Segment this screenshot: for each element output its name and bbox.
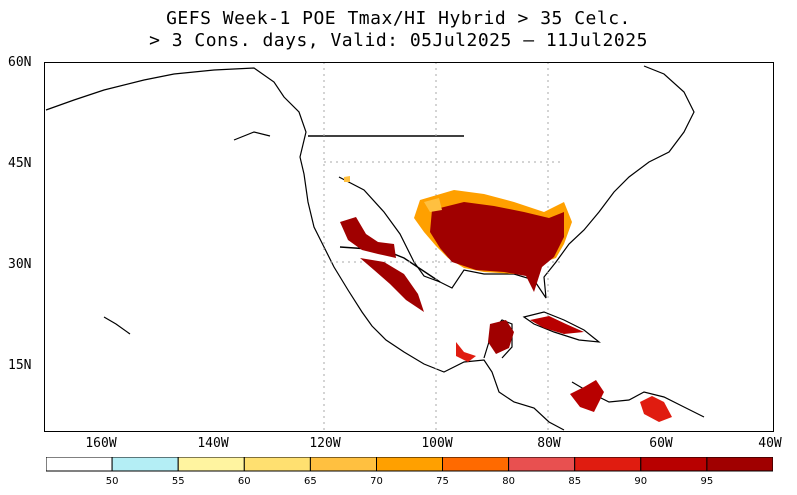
legend-tick-label: 60 [238, 476, 251, 487]
legend-tick-label: 95 [701, 476, 714, 487]
legend-swatch [243, 457, 311, 472]
legend-swatch [508, 457, 576, 472]
legend-swatch [574, 457, 642, 472]
map-background [44, 62, 774, 432]
legend-swatch [706, 457, 773, 472]
lon-label-40w: 40W [758, 436, 782, 451]
legend-tick-label: 50 [106, 476, 119, 487]
lon-label-60w: 60W [649, 436, 673, 451]
color-legend: 50 55 60 65 70 75 80 85 90 95 [46, 457, 773, 487]
lon-label-100w: 100W [421, 436, 453, 451]
legend-swatch [376, 457, 444, 472]
legend-swatch [442, 457, 510, 472]
legend-swatch [640, 457, 708, 472]
legend-swatch [46, 457, 113, 472]
lat-label-60n: 60N [8, 55, 32, 70]
lat-label-30n: 30N [8, 257, 32, 272]
lon-label-160w: 160W [85, 436, 117, 451]
legend-tick-label: 55 [172, 476, 185, 487]
legend-tick-label: 80 [502, 476, 515, 487]
probability-map [44, 62, 774, 432]
map-title-line2: > 3 Cons. days, Valid: 05Jul2025 – 11Jul… [149, 30, 648, 51]
lon-label-120w: 120W [309, 436, 341, 451]
lon-label-140w: 140W [197, 436, 229, 451]
map-title-line1: GEFS Week-1 POE Tmax/HI Hybrid > 35 Celc… [166, 8, 631, 29]
lon-label-80w: 80W [537, 436, 561, 451]
legend-tick-label: 65 [304, 476, 317, 487]
legend-tick-label: 75 [436, 476, 449, 487]
legend-tick-label: 90 [634, 476, 647, 487]
probability-shading [340, 176, 672, 422]
lat-label-45n: 45N [8, 156, 32, 171]
legend-tick-label: 85 [568, 476, 581, 487]
legend-swatch [177, 457, 245, 472]
legend-tick-label: 70 [370, 476, 383, 487]
legend-swatch [111, 457, 179, 472]
legend-swatch [309, 457, 377, 472]
lat-label-15n: 15N [8, 358, 32, 373]
